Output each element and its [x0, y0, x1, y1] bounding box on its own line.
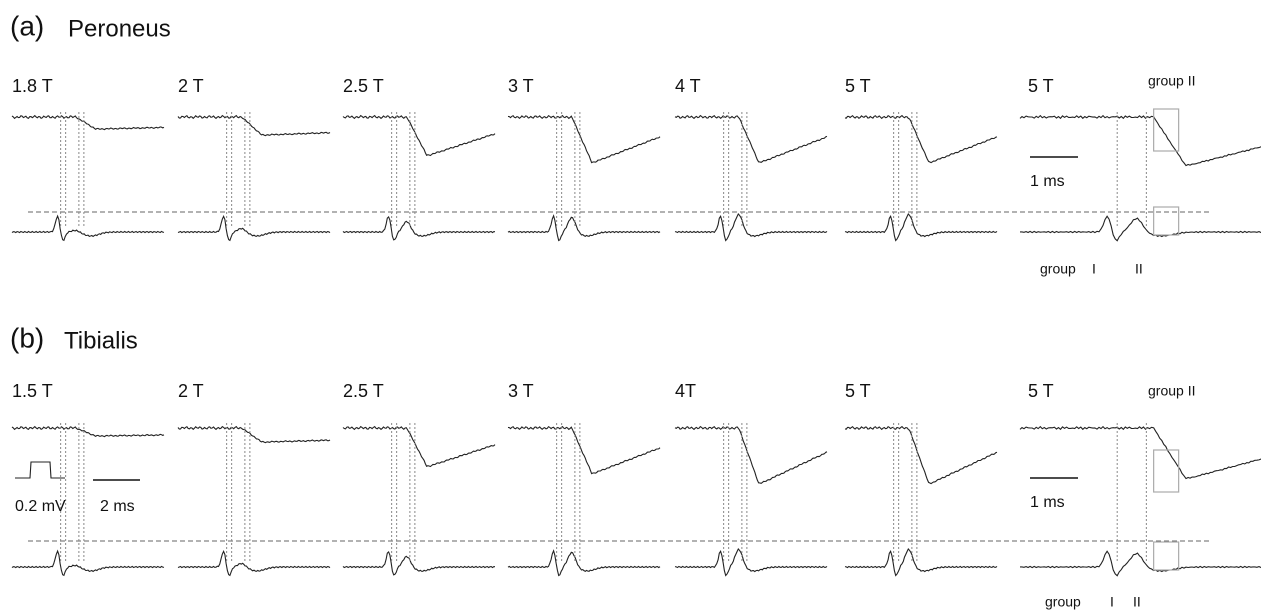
cord-potential-trace [674, 548, 828, 577]
cord-potential-trace [342, 215, 495, 241]
nerve-trace [507, 425, 661, 475]
cord-potential-trace [1020, 550, 1261, 577]
stimulus-label: 2.5 T [343, 381, 384, 401]
stimulus-label: 4T [675, 381, 696, 401]
nerve-trace [342, 425, 496, 468]
panel-label: (b) [10, 322, 44, 353]
cord-potential-trace [177, 550, 331, 577]
cord-potential-trace [11, 214, 165, 242]
cord-potential-trace [1020, 215, 1261, 242]
panel-title: Tibialis [64, 327, 138, 354]
panel-title: Peroneus [68, 15, 171, 42]
group-ii-window [1153, 206, 1180, 236]
group-ii-note: group II [1148, 383, 1195, 399]
stimulus-label: 5 T [1028, 76, 1054, 96]
cord-potential-trace [507, 214, 661, 242]
group-ii-window [1153, 541, 1180, 571]
nerve-trace [844, 114, 998, 164]
stimulus-label: 5 T [845, 76, 871, 96]
group-label: II [1135, 261, 1143, 277]
nerve-trace [674, 425, 828, 485]
group-ii-window [1153, 449, 1180, 493]
stimulus-label: 2 T [178, 76, 204, 96]
cord-potential-trace [177, 215, 331, 242]
stimulus-label: 1.8 T [12, 76, 53, 96]
stimulus-label: 3 T [508, 381, 534, 401]
stimulus-label: 5 T [1028, 381, 1054, 401]
nerve-trace [1019, 114, 1261, 167]
stimulus-label: 4 T [675, 76, 701, 96]
nerve-trace [674, 114, 828, 164]
cord-potential-trace [844, 213, 998, 242]
calibration-time-label: 2 ms [100, 498, 135, 515]
nerve-trace [1019, 425, 1261, 480]
nerve-trace [11, 114, 165, 131]
time-scale-label: 1 ms [1030, 173, 1065, 190]
stimulus-label: 2.5 T [343, 76, 384, 96]
stimulus-label: 5 T [845, 381, 871, 401]
group-label: group [1040, 261, 1076, 277]
cord-potential-trace [844, 548, 998, 577]
group-label: I [1110, 594, 1114, 610]
stimulus-label: 1.5 T [12, 381, 53, 401]
stimulus-label: 2 T [178, 381, 204, 401]
group-label: group [1045, 594, 1081, 610]
cord-potential-trace [507, 549, 661, 577]
nerve-trace [844, 425, 998, 485]
stimulus-label: 3 T [508, 76, 534, 96]
nerve-trace [177, 425, 331, 444]
time-scale-label: 1 ms [1030, 494, 1065, 511]
amplitude-label: 0.2 mV [15, 498, 66, 515]
group-label: II [1133, 594, 1141, 610]
group-ii-window [1153, 108, 1180, 152]
panel-label: (a) [10, 10, 44, 41]
cord-potential-trace [674, 213, 828, 242]
nerve-trace [11, 425, 165, 438]
cord-potential-trace [342, 550, 495, 576]
nerve-trace [177, 114, 331, 137]
cord-potential-trace [11, 549, 165, 577]
nerve-trace [342, 114, 496, 157]
nerve-trace [507, 114, 661, 164]
group-ii-note: group II [1148, 73, 1195, 89]
calibration-pulse [15, 461, 65, 479]
group-label: I [1092, 261, 1096, 277]
